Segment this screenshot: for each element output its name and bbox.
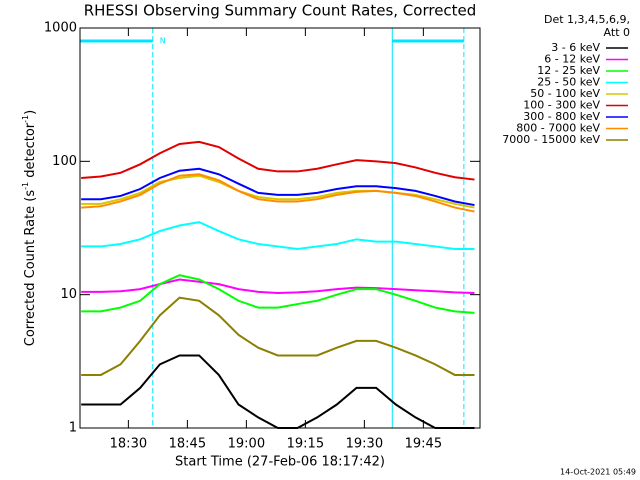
series-line <box>81 274 475 314</box>
y-label-sup: -1 <box>21 115 30 123</box>
x-tick-label: 18:45 <box>169 437 206 452</box>
legend-label: 25 - 50 keV <box>537 76 600 89</box>
y-tick-label: 100 <box>52 154 77 169</box>
legend-title: Att 0 <box>604 26 630 39</box>
series-line <box>81 296 475 376</box>
plot-frame <box>79 27 481 429</box>
x-tick-label: 19:45 <box>405 437 442 452</box>
series-line <box>81 167 475 207</box>
y-label-sup: -1 <box>21 182 30 190</box>
series-line <box>81 354 475 429</box>
series-line <box>81 173 475 213</box>
y-tick-label: 1 <box>69 421 77 436</box>
legend-label: 300 - 800 keV <box>523 110 600 123</box>
y-tick-label: 1000 <box>44 21 77 36</box>
legend-label: 7000 - 15000 keV <box>502 133 600 146</box>
y-tick-label: 10 <box>60 287 77 302</box>
x-tick-label: 19:15 <box>287 437 324 452</box>
legend-label: 3 - 6 keV <box>551 41 600 54</box>
y-axis-label: Corrected Count Rate (s-1 detector-1) <box>21 110 38 346</box>
y-label-part: detector <box>23 122 38 182</box>
legend-label: 50 - 100 keV <box>530 87 600 100</box>
series-line <box>81 140 475 181</box>
x-axis-label: Start Time (27-Feb-06 18:17:42) <box>175 455 385 470</box>
footer: 14-Oct-2021 05:49 <box>560 468 636 477</box>
y-label-part: Corrected Count Rate (s <box>23 190 38 347</box>
x-tick-label: 19:00 <box>228 437 265 452</box>
series-line <box>81 278 475 294</box>
legend-label: 6 - 12 keV <box>544 53 600 66</box>
chart-title: RHESSI Observing Summary Count Rates, Co… <box>84 2 477 20</box>
y-label-part: ) <box>23 110 38 115</box>
x-tick-label: 18:30 <box>110 437 147 452</box>
night-label: N <box>160 37 166 46</box>
x-tick-label: 19:30 <box>346 437 383 452</box>
legend-label: 12 - 25 keV <box>537 64 600 77</box>
legend-title: Det 1,3,4,5,6,9, <box>544 13 630 26</box>
legend-label: 100 - 300 keV <box>523 99 600 112</box>
legend-label: 800 - 7000 keV <box>516 122 600 135</box>
series-line <box>81 221 475 251</box>
